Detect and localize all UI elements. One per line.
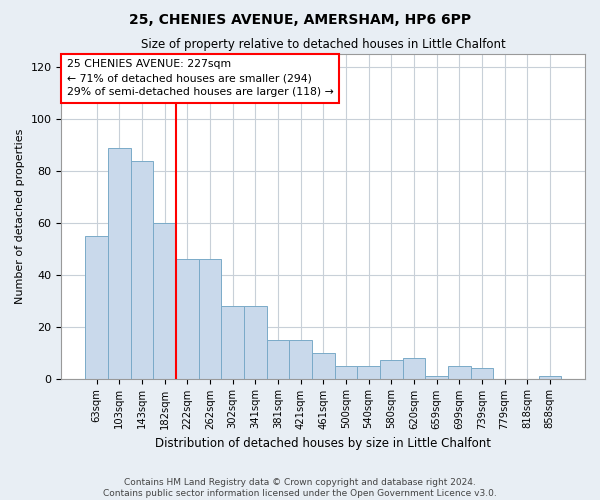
Bar [199, 260, 221, 378]
Title: Size of property relative to detached houses in Little Chalfont: Size of property relative to detached ho… [141, 38, 506, 51]
Bar [85, 236, 108, 378]
Bar [289, 340, 312, 378]
Bar [335, 366, 357, 378]
Text: 25, CHENIES AVENUE, AMERSHAM, HP6 6PP: 25, CHENIES AVENUE, AMERSHAM, HP6 6PP [129, 12, 471, 26]
Bar [357, 366, 380, 378]
Bar [425, 376, 448, 378]
Bar [403, 358, 425, 378]
Text: Contains HM Land Registry data © Crown copyright and database right 2024.
Contai: Contains HM Land Registry data © Crown c… [103, 478, 497, 498]
Bar [108, 148, 131, 378]
Bar [176, 260, 199, 378]
Text: 25 CHENIES AVENUE: 227sqm
← 71% of detached houses are smaller (294)
29% of semi: 25 CHENIES AVENUE: 227sqm ← 71% of detac… [67, 60, 334, 98]
Bar [470, 368, 493, 378]
X-axis label: Distribution of detached houses by size in Little Chalfont: Distribution of detached houses by size … [155, 437, 491, 450]
Bar [131, 161, 153, 378]
Bar [312, 352, 335, 378]
Y-axis label: Number of detached properties: Number of detached properties [15, 129, 25, 304]
Bar [153, 223, 176, 378]
Bar [380, 360, 403, 378]
Bar [266, 340, 289, 378]
Bar [448, 366, 470, 378]
Bar [221, 306, 244, 378]
Bar [244, 306, 266, 378]
Bar [539, 376, 561, 378]
